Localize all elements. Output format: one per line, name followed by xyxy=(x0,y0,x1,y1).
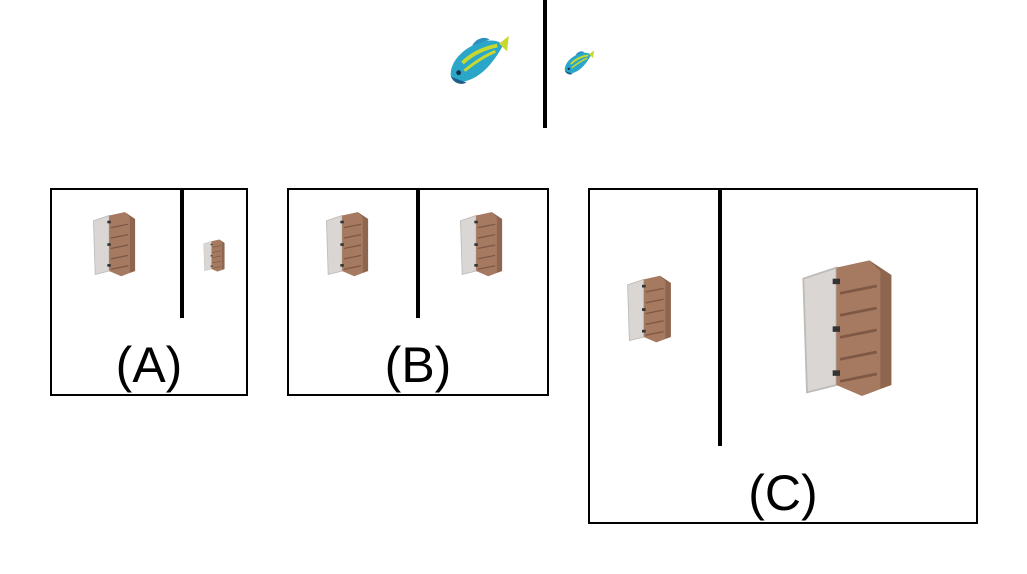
cabinet-icon-large xyxy=(796,252,906,408)
option-a-box[interactable]: (A) xyxy=(50,188,248,396)
fish-icon-small xyxy=(561,48,595,80)
divider-line xyxy=(718,190,722,446)
cabinet-icon xyxy=(90,206,142,284)
option-b-box[interactable]: (B) xyxy=(287,188,549,396)
divider-line xyxy=(416,190,420,318)
fish-icon xyxy=(443,34,511,92)
cabinet-icon xyxy=(624,270,678,350)
cabinet-icon-small xyxy=(202,236,228,276)
divider-line xyxy=(180,190,184,318)
divider-line xyxy=(543,0,547,128)
cabinet-icon xyxy=(457,206,509,284)
option-c-box[interactable]: (C) xyxy=(588,188,978,524)
option-label: (C) xyxy=(748,465,818,521)
cabinet-icon xyxy=(323,206,375,284)
option-label: (A) xyxy=(115,337,183,393)
option-label: (B) xyxy=(384,337,452,393)
